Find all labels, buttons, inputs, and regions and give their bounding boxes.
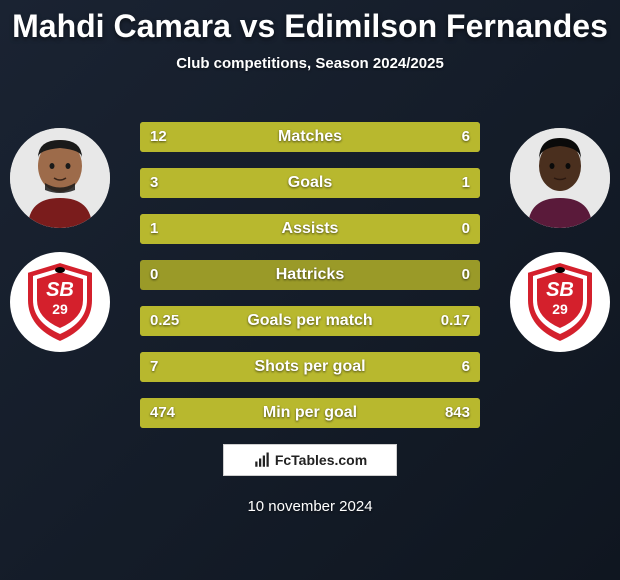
stat-value-left: 3 (150, 168, 158, 198)
stat-bar: Goals per match0.25 0.17 (140, 306, 480, 336)
stat-label: Min per goal (140, 398, 480, 428)
stat-value-right: 6 (462, 352, 470, 382)
stat-label: Shots per goal (140, 352, 480, 382)
svg-text:SB: SB (46, 279, 74, 301)
stat-value-right: 1 (462, 168, 470, 198)
stat-value-right: 6 (462, 122, 470, 152)
subtitle: Club competitions, Season 2024/2025 (0, 55, 620, 72)
stat-label: Assists (140, 214, 480, 244)
stat-label: Goals per match (140, 306, 480, 336)
brand-footer[interactable]: FcTables.com (223, 444, 397, 476)
stat-value-left: 7 (150, 352, 158, 382)
stat-value-left: 474 (150, 398, 175, 428)
stat-bar: Min per goal474 843 (140, 398, 480, 428)
stat-label: Goals (140, 168, 480, 198)
stat-label: Matches (140, 122, 480, 152)
stat-value-right: 843 (445, 398, 470, 428)
player-photo-right (510, 128, 610, 228)
stat-value-left: 1 (150, 214, 158, 244)
stat-value-right: 0 (462, 260, 470, 290)
stat-bar: Assists1 0 (140, 214, 480, 244)
svg-text:29: 29 (552, 301, 568, 317)
stat-value-right: 0 (462, 214, 470, 244)
player-photo-left (10, 128, 110, 228)
shield-icon: SB 29 (521, 260, 599, 344)
stat-value-right: 0.17 (441, 306, 470, 336)
stat-value-left: 0.25 (150, 306, 179, 336)
stats-bars: Matches126Goals31Assists10Hattricks00Goa… (140, 122, 480, 444)
stat-value-left: 0 (150, 260, 158, 290)
chart-icon (253, 451, 271, 469)
stat-bar: Goals3 1 (140, 168, 480, 198)
shield-icon: SB 29 (21, 260, 99, 344)
stat-bar: Matches12 6 (140, 122, 480, 152)
club-badge-right: SB 29 (510, 252, 610, 352)
stat-value-left: 12 (150, 122, 167, 152)
club-badge-left: SB 29 (10, 252, 110, 352)
stat-bar: Hattricks0 0 (140, 260, 480, 290)
svg-text:29: 29 (52, 301, 68, 317)
brand-text: FcTables.com (275, 452, 367, 468)
player-left-icon (10, 128, 110, 228)
svg-text:SB: SB (546, 279, 574, 301)
stat-bar: Shots per goal7 6 (140, 352, 480, 382)
stat-label: Hattricks (140, 260, 480, 290)
page-title: Mahdi Camara vs Edimilson Fernandes (0, 0, 620, 45)
date-text: 10 november 2024 (0, 498, 620, 515)
player-right-icon (510, 128, 610, 228)
